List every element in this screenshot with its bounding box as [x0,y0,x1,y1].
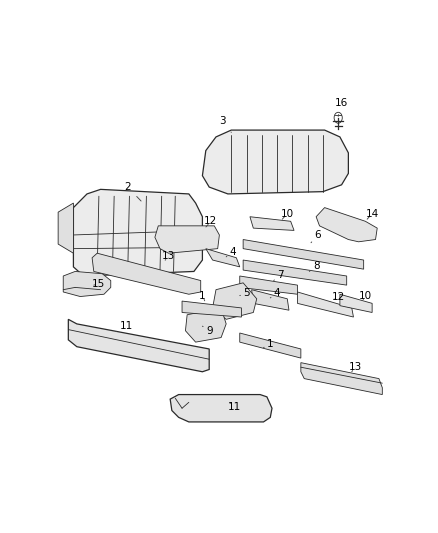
Text: 12: 12 [332,293,345,302]
Text: 15: 15 [92,279,106,289]
Polygon shape [316,207,377,242]
Polygon shape [155,226,219,253]
Text: 5: 5 [240,288,250,298]
Text: 1: 1 [264,340,274,350]
Text: 7: 7 [274,270,284,280]
Text: 2: 2 [124,182,141,201]
Text: 4: 4 [270,288,280,298]
Text: 10: 10 [281,208,294,219]
Text: 16: 16 [335,98,348,116]
Text: 11: 11 [117,321,133,332]
Text: 12: 12 [204,216,218,227]
Polygon shape [202,130,348,194]
Text: 1: 1 [199,290,206,301]
Polygon shape [74,189,202,276]
Polygon shape [250,217,294,230]
Polygon shape [182,301,241,317]
Text: 13: 13 [162,252,175,261]
Polygon shape [243,260,346,285]
Text: 6: 6 [311,230,321,243]
Polygon shape [297,292,353,317]
Polygon shape [92,253,201,294]
Polygon shape [206,248,240,267]
Text: 10: 10 [359,290,372,301]
Polygon shape [68,319,209,372]
Text: 8: 8 [309,261,319,271]
Polygon shape [58,203,74,253]
Text: 14: 14 [365,208,379,219]
Text: 3: 3 [219,116,231,132]
Text: 11: 11 [228,402,241,412]
Text: 4: 4 [226,247,236,257]
Polygon shape [243,239,364,269]
Polygon shape [185,308,226,342]
Polygon shape [340,294,372,312]
Polygon shape [212,283,257,319]
Polygon shape [63,271,111,296]
Polygon shape [251,290,289,310]
Polygon shape [170,394,272,422]
Polygon shape [301,362,382,394]
Polygon shape [240,333,301,358]
Polygon shape [240,276,297,294]
Text: 9: 9 [202,326,212,336]
Text: 13: 13 [349,362,362,372]
